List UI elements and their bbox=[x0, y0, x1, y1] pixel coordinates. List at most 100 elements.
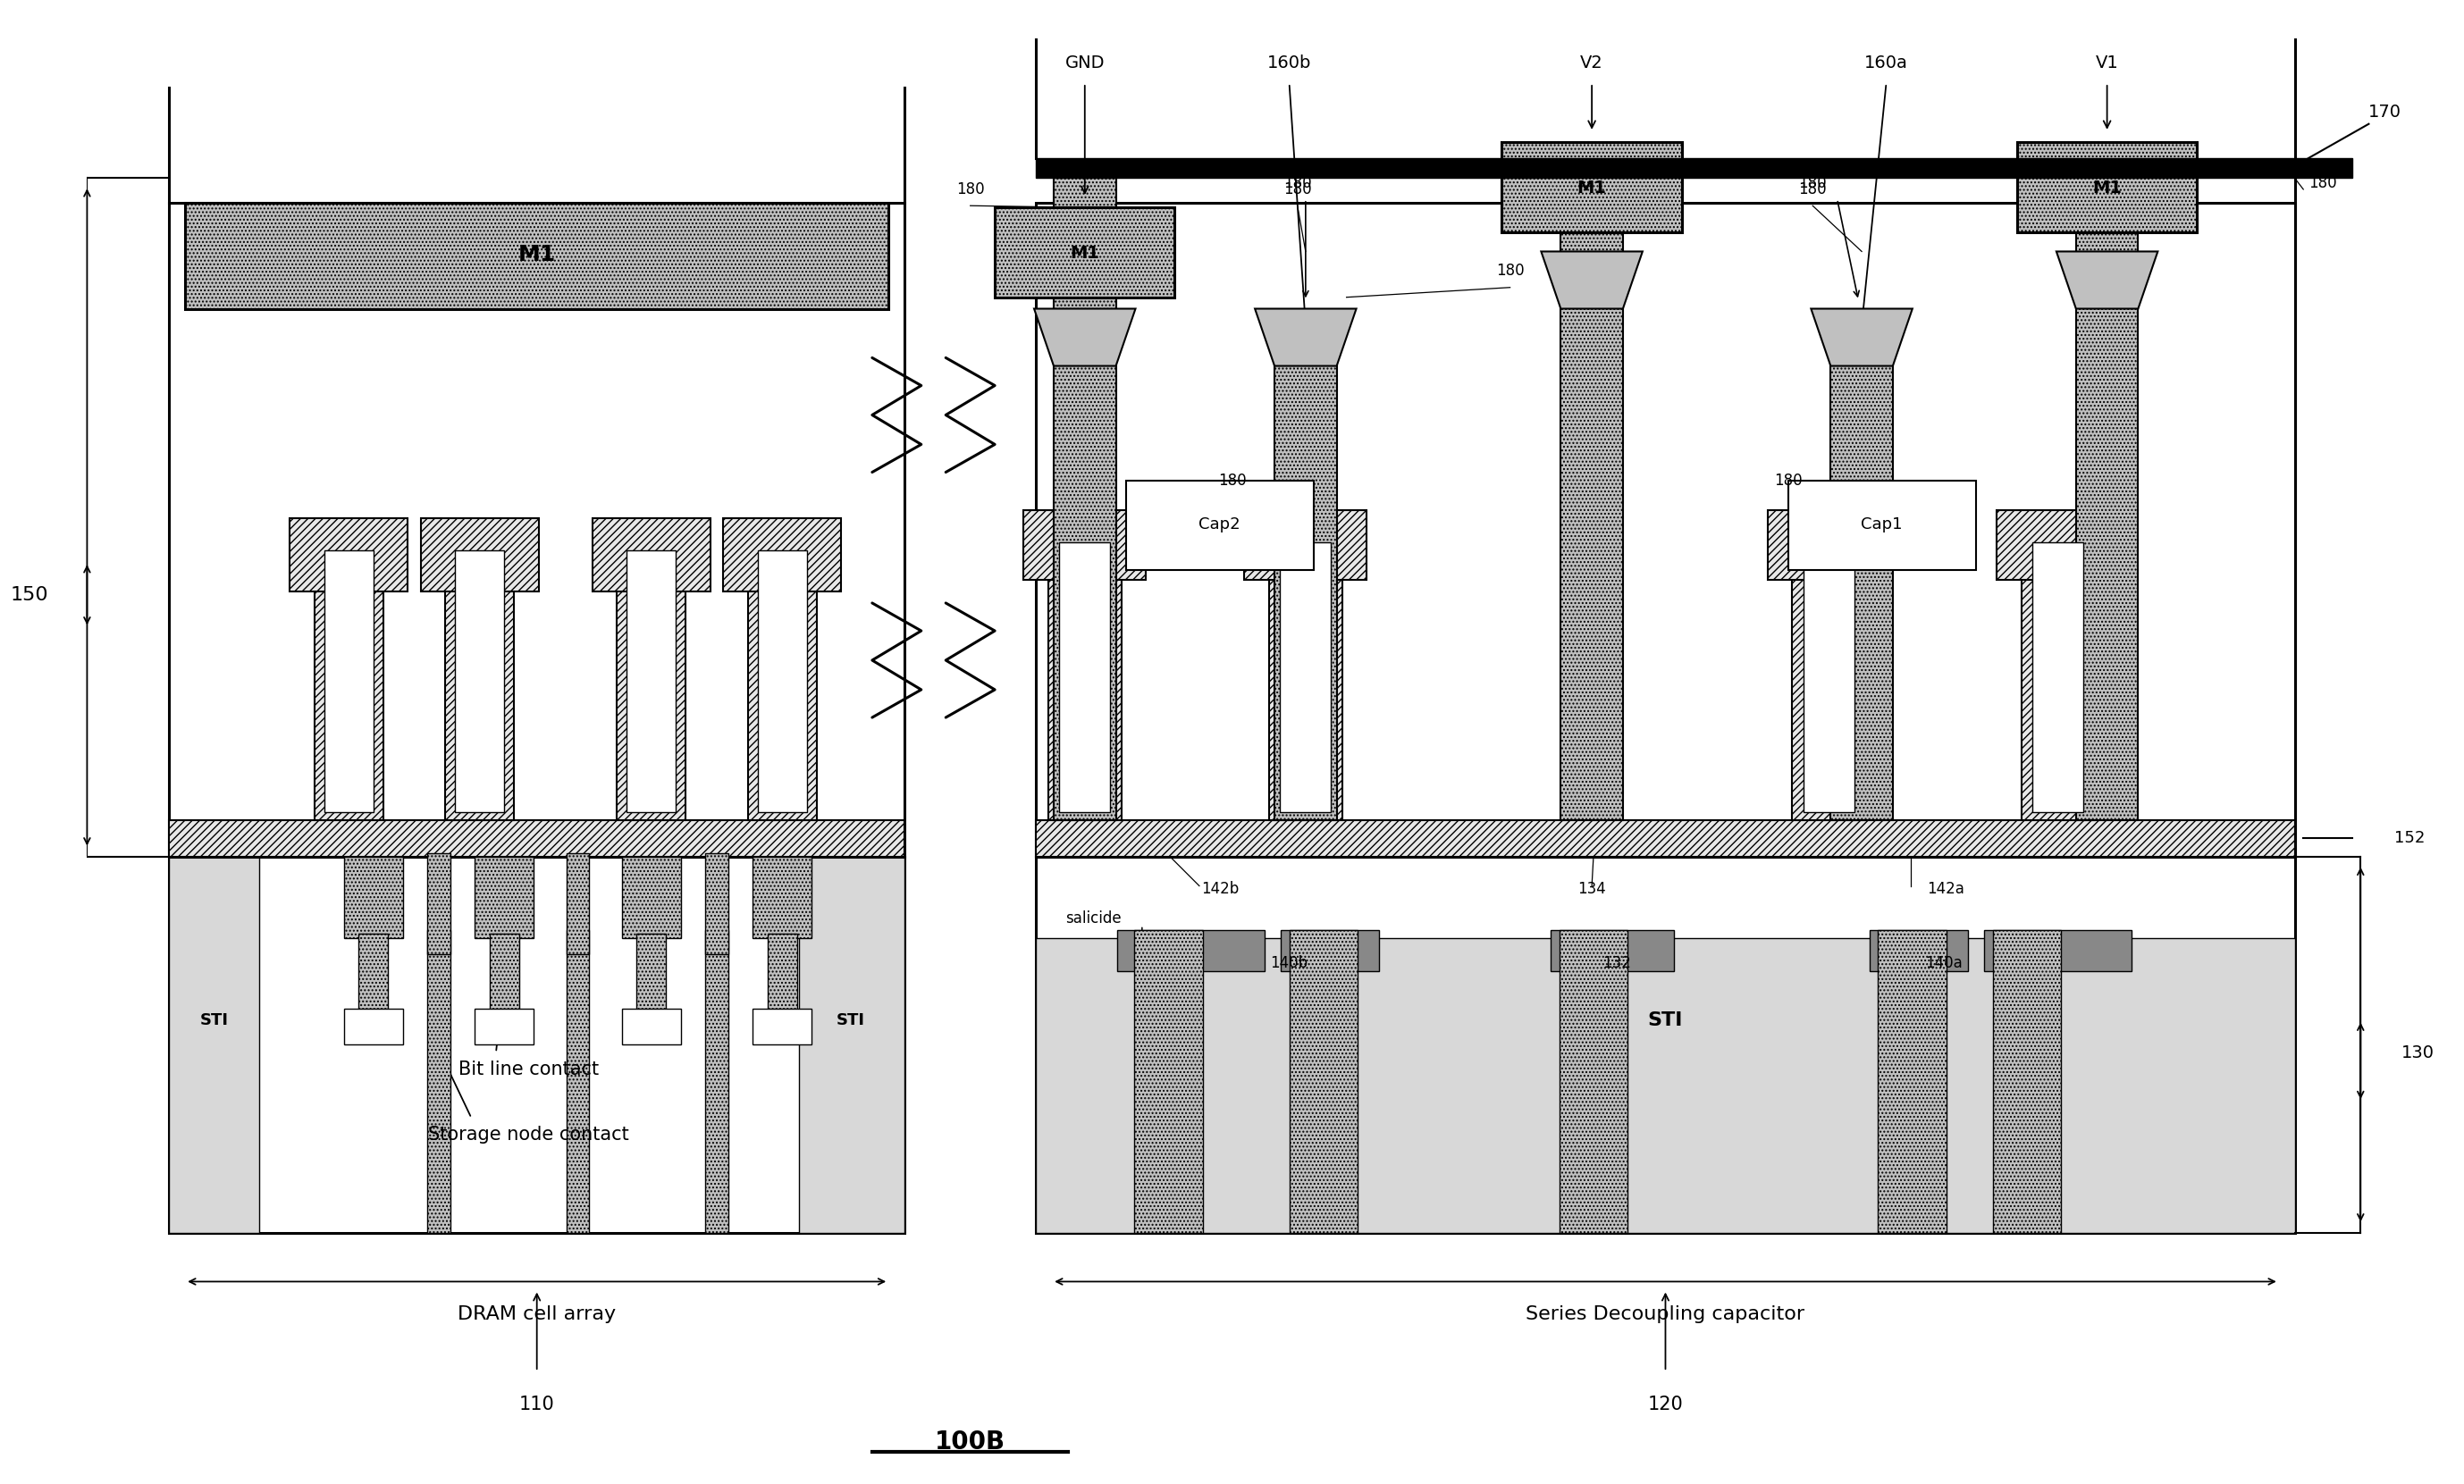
Bar bbox=[756, 551, 806, 812]
Bar bbox=[1244, 510, 1368, 580]
Bar bbox=[754, 856, 811, 938]
Bar bbox=[185, 202, 890, 309]
Bar bbox=[1560, 930, 1629, 1233]
Bar bbox=[2077, 211, 2139, 821]
Text: 180: 180 bbox=[956, 181, 986, 197]
Bar bbox=[1550, 930, 1673, 971]
Bar bbox=[170, 856, 904, 1233]
Bar bbox=[1789, 481, 1976, 570]
Bar bbox=[616, 543, 685, 821]
Bar bbox=[2020, 534, 2094, 821]
Text: 180: 180 bbox=[1799, 181, 1826, 197]
Bar bbox=[1133, 930, 1202, 1233]
Bar bbox=[345, 1009, 402, 1045]
Bar bbox=[724, 518, 840, 592]
Text: 132: 132 bbox=[1602, 954, 1631, 971]
Bar bbox=[170, 856, 259, 1233]
Text: Bit line contact: Bit line contact bbox=[458, 1060, 599, 1077]
Bar bbox=[476, 1009, 535, 1045]
Polygon shape bbox=[1540, 251, 1643, 309]
Bar bbox=[1047, 534, 1121, 821]
Text: 180: 180 bbox=[2309, 175, 2336, 191]
Bar bbox=[456, 551, 505, 812]
Bar bbox=[766, 933, 796, 1012]
Bar bbox=[2018, 142, 2198, 232]
Text: 152: 152 bbox=[2395, 831, 2425, 846]
Bar bbox=[749, 543, 816, 821]
Polygon shape bbox=[1254, 309, 1355, 367]
Bar bbox=[1060, 543, 1111, 812]
Bar bbox=[345, 856, 402, 938]
Text: 110: 110 bbox=[520, 1395, 554, 1413]
Bar bbox=[1119, 930, 1264, 971]
Bar bbox=[421, 518, 540, 592]
Text: 142b: 142b bbox=[1200, 881, 1239, 898]
Bar bbox=[591, 518, 710, 592]
Text: 180: 180 bbox=[1284, 175, 1311, 191]
Text: 180: 180 bbox=[1284, 181, 1311, 197]
Text: STI: STI bbox=[200, 1012, 229, 1028]
Bar bbox=[1035, 938, 2294, 1233]
Bar bbox=[1035, 159, 2294, 178]
Text: STI: STI bbox=[1648, 1011, 1683, 1028]
Text: Cap1: Cap1 bbox=[1860, 516, 1902, 533]
Bar bbox=[754, 1009, 811, 1045]
Bar bbox=[1023, 510, 1146, 580]
Text: 170: 170 bbox=[2368, 104, 2402, 122]
Bar bbox=[446, 543, 515, 821]
Bar bbox=[360, 933, 387, 1012]
Text: M1: M1 bbox=[2092, 180, 2122, 196]
Text: 140b: 140b bbox=[1271, 954, 1308, 971]
Text: 180: 180 bbox=[1799, 175, 1826, 191]
Bar bbox=[1035, 821, 2294, 856]
Bar bbox=[1996, 510, 2119, 580]
Bar bbox=[1269, 534, 1343, 821]
Bar bbox=[1503, 142, 1683, 232]
Bar bbox=[1984, 930, 2131, 971]
Text: V2: V2 bbox=[1579, 55, 1604, 71]
Text: M1: M1 bbox=[1577, 180, 1607, 196]
Bar bbox=[1804, 543, 1855, 812]
Text: V1: V1 bbox=[2094, 55, 2119, 71]
Text: M1: M1 bbox=[1069, 245, 1099, 261]
Text: Series Decoupling capacitor: Series Decoupling capacitor bbox=[1525, 1306, 1806, 1324]
Text: M1: M1 bbox=[517, 243, 557, 266]
Bar bbox=[2294, 159, 2353, 178]
Bar bbox=[995, 208, 1175, 297]
Bar bbox=[1274, 341, 1335, 821]
Text: Storage node contact: Storage node contact bbox=[429, 1125, 628, 1143]
Bar bbox=[567, 930, 589, 1233]
Bar bbox=[1560, 211, 1624, 821]
Text: 134: 134 bbox=[1577, 881, 1607, 898]
Bar bbox=[1035, 856, 2294, 1233]
Text: 150: 150 bbox=[10, 586, 49, 604]
Text: 160b: 160b bbox=[1266, 55, 1311, 71]
Bar bbox=[2033, 543, 2085, 812]
Bar bbox=[426, 853, 451, 954]
Bar bbox=[636, 933, 665, 1012]
Bar bbox=[170, 202, 904, 856]
Text: 142a: 142a bbox=[1927, 881, 1964, 898]
Text: Cap2: Cap2 bbox=[1198, 516, 1239, 533]
Text: 180: 180 bbox=[1496, 263, 1525, 279]
Text: 120: 120 bbox=[1648, 1395, 1683, 1413]
Bar bbox=[1281, 930, 1380, 971]
Bar bbox=[1878, 930, 1947, 1233]
Text: STI: STI bbox=[838, 1012, 865, 1028]
Bar bbox=[426, 930, 451, 1233]
Text: 140a: 140a bbox=[1924, 954, 1961, 971]
Bar bbox=[621, 1009, 680, 1045]
Bar bbox=[325, 551, 372, 812]
Text: DRAM cell array: DRAM cell array bbox=[458, 1306, 616, 1324]
Bar bbox=[170, 821, 904, 856]
Text: 160a: 160a bbox=[1865, 55, 1907, 71]
Bar bbox=[626, 551, 675, 812]
Bar bbox=[476, 856, 535, 938]
Bar bbox=[1993, 930, 2062, 1233]
Bar bbox=[1870, 930, 1969, 971]
Text: 180: 180 bbox=[1217, 472, 1247, 488]
Text: 100B: 100B bbox=[934, 1429, 1005, 1454]
Bar bbox=[1831, 341, 1892, 821]
Polygon shape bbox=[1811, 309, 1912, 367]
Bar bbox=[1791, 534, 1865, 821]
